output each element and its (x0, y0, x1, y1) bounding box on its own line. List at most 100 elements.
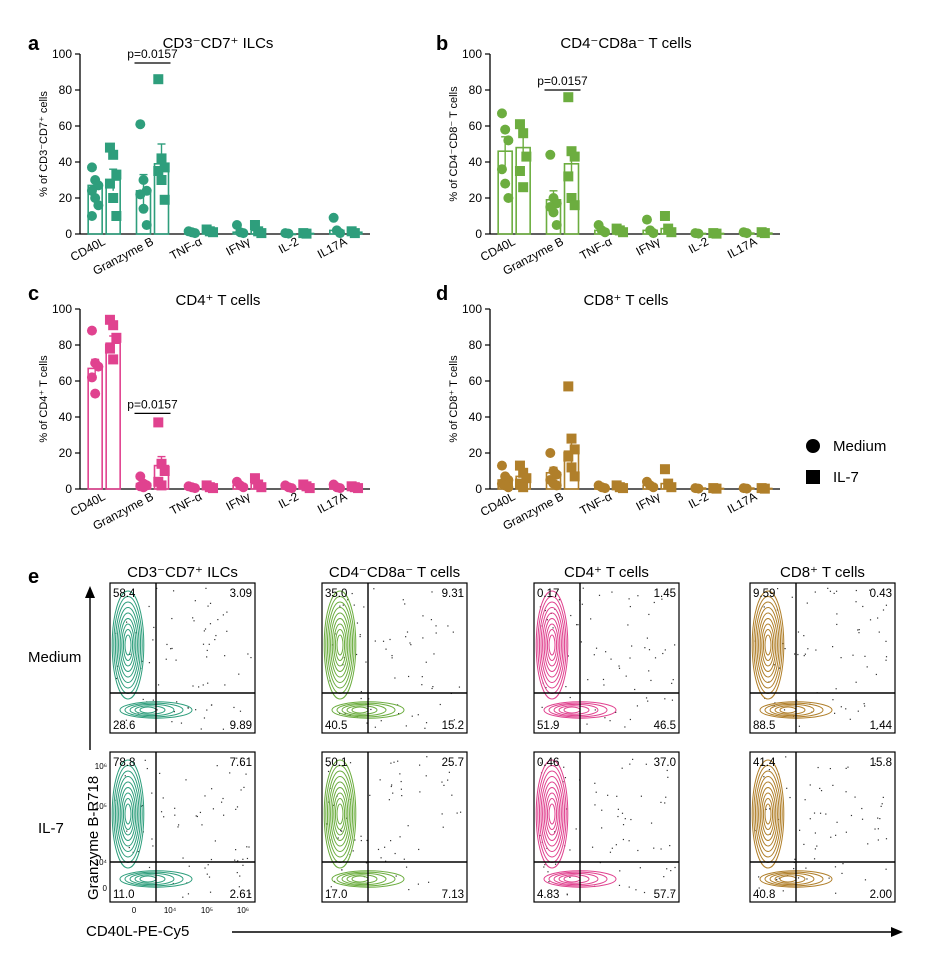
event-dot (586, 723, 588, 725)
data-point-circle (503, 193, 514, 203)
data-point-square (104, 178, 115, 189)
y-tick-label: 40 (469, 410, 483, 424)
chart-title: CD4⁻CD8a⁻ T cells (560, 35, 691, 52)
event-dot (885, 868, 887, 870)
data-point-circle (86, 162, 97, 173)
event-dot (447, 625, 449, 627)
event-dot (667, 776, 669, 778)
event-dot (327, 770, 330, 773)
quadrant-value-upper-right: 37.0 (654, 757, 676, 769)
quadrant-value-lower-left: 4.83 (537, 889, 559, 901)
flow-plot: 50.1 25.7 17.0 7.13 (321, 751, 468, 903)
quadrant-value-upper-left: 0.46 (537, 757, 559, 769)
contour-line (122, 798, 134, 830)
event-dot (366, 722, 368, 724)
y-tick-label: 60 (469, 374, 483, 388)
event-dot (543, 866, 545, 868)
event-dot (807, 648, 809, 650)
contour-line (118, 612, 138, 678)
flow-plot: 58.4 3.09 28.6 9.89 (109, 582, 256, 734)
event-dot (867, 843, 869, 845)
event-dot (616, 795, 618, 797)
event-dot (858, 632, 860, 634)
event-dot (417, 714, 419, 716)
contour-line (326, 601, 354, 689)
event-dot (622, 824, 625, 826)
y-axis-label: % of CD4⁻CD8⁻ T cells (448, 86, 460, 202)
data-point-square (711, 228, 722, 239)
data-point-square (569, 200, 580, 211)
contour-line (754, 601, 782, 689)
data-point-circle (496, 164, 507, 175)
event-dot (857, 629, 859, 631)
event-dot (670, 870, 672, 872)
data-point-circle (600, 483, 611, 494)
event-dot (224, 684, 226, 686)
event-dot (208, 876, 211, 878)
data-point-square (153, 417, 164, 428)
data-point-circle (86, 372, 97, 383)
event-dot (152, 639, 154, 641)
data-point-square (711, 483, 722, 494)
event-dot (558, 599, 560, 601)
data-point-circle (190, 228, 201, 239)
event-dot (200, 728, 202, 730)
event-dot (205, 587, 207, 589)
event-dot (615, 711, 617, 714)
event-dot (209, 623, 212, 625)
data-point-square (153, 74, 164, 85)
event-dot (397, 760, 399, 762)
bar-panel-a: a CD3⁻CD7⁺ ILCs 0 20 40 60 80 100 % of CD3⁻CD7⁺ … (28, 33, 370, 278)
data-point-square (518, 182, 529, 193)
event-dot (456, 812, 458, 814)
event-dot (833, 592, 835, 594)
event-dot (629, 605, 631, 608)
contour-line (333, 623, 347, 667)
data-point-square (249, 473, 260, 484)
contour-line (119, 787, 137, 841)
data-point-circle (238, 228, 249, 239)
event-dot (544, 864, 546, 866)
event-dot (409, 642, 411, 644)
event-dot (877, 817, 879, 819)
event-dot (224, 655, 226, 657)
event-dot (861, 807, 863, 810)
contour-line (323, 590, 357, 700)
event-dot (674, 866, 676, 869)
event-dot (160, 811, 163, 813)
event-dot (389, 638, 391, 641)
data-point-circle (741, 483, 752, 494)
event-dot (835, 688, 837, 690)
data-point-circle (545, 448, 556, 458)
event-dot (238, 673, 240, 675)
event-dot (192, 685, 194, 687)
chart-title: CD4⁺ T cells (176, 292, 261, 309)
event-dot (847, 766, 849, 768)
data-point-circle (135, 119, 146, 130)
event-dot (621, 767, 623, 769)
y-tick-label: 0 (475, 227, 482, 241)
event-dot (863, 703, 865, 705)
contour-line (751, 590, 785, 700)
data-point-circle (93, 361, 104, 372)
event-dot (217, 618, 219, 621)
contour-line (336, 803, 344, 825)
event-dot (637, 595, 639, 597)
contour-line (328, 776, 352, 852)
event-dot (353, 604, 355, 606)
chart-title: CD3⁻CD7⁺ ILCs (163, 35, 274, 52)
event-dot (816, 845, 818, 847)
event-dot (674, 644, 676, 646)
event-dot (359, 634, 361, 636)
flow-x-tick-label: 10⁶ (237, 906, 249, 915)
event-dot (877, 617, 879, 619)
event-dot (587, 679, 589, 681)
x-category-label: IL17A (725, 489, 759, 516)
event-dot (326, 823, 328, 825)
event-dot (546, 619, 548, 621)
event-dot (778, 667, 781, 669)
event-dot (663, 876, 665, 878)
flow-plot: 0.17 1.45 51.9 46.5 (533, 582, 680, 734)
data-point-circle (328, 212, 339, 223)
event-dot (835, 892, 837, 894)
